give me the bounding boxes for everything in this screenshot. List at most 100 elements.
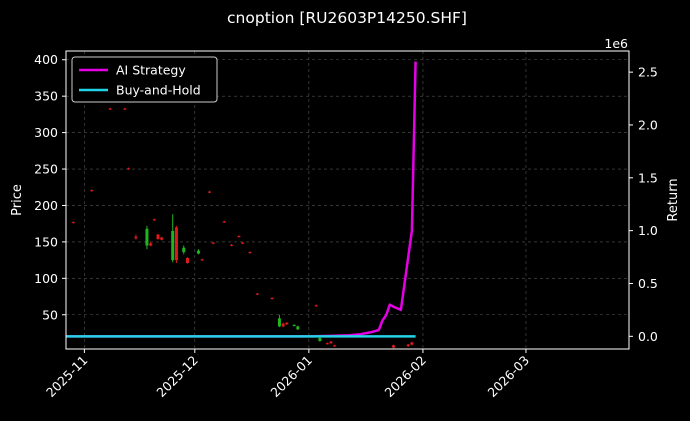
candle-body <box>90 190 94 192</box>
candle-body <box>200 259 204 261</box>
candle-body <box>410 342 414 345</box>
candle-body <box>171 230 175 261</box>
candle-body <box>391 345 395 348</box>
y2-tick-label: 0.5 <box>638 276 658 291</box>
candle <box>230 244 234 247</box>
candle <box>222 220 226 223</box>
candle-body <box>156 234 160 239</box>
candle <box>145 225 149 250</box>
candle-body <box>329 341 333 344</box>
candle <box>185 257 189 264</box>
candle <box>156 233 160 240</box>
candle <box>292 324 296 327</box>
candle-body <box>182 247 186 253</box>
y-tick-label: 150 <box>34 234 58 249</box>
candle-body <box>296 326 300 330</box>
legend-box <box>71 56 218 103</box>
candle <box>325 342 329 345</box>
candle-body <box>71 222 75 224</box>
candle-body <box>149 243 153 246</box>
candle-body <box>314 305 318 307</box>
candle <box>277 314 281 328</box>
candle <box>410 341 414 346</box>
candle-body <box>292 324 296 326</box>
candle <box>391 344 395 349</box>
legend-label-ai-strategy: AI Strategy <box>116 63 186 78</box>
candle-body <box>281 323 285 327</box>
candle <box>406 343 410 347</box>
y2-tick-label: 2.0 <box>638 117 658 132</box>
legend-label-buy-and-hold: Buy-and-Hold <box>116 83 201 98</box>
candle <box>90 189 94 192</box>
y2-tick-label: 1.0 <box>638 223 658 238</box>
y-axis-label: Price <box>10 184 25 216</box>
plot-frame <box>65 50 630 350</box>
candle-body <box>325 343 329 345</box>
candle <box>255 292 259 296</box>
candle-body <box>211 242 215 244</box>
candle-body <box>134 236 138 239</box>
y2-tick-label: 0.0 <box>638 329 658 344</box>
candle <box>152 218 156 221</box>
y2-tick-label: 1.5 <box>638 170 658 185</box>
candle <box>211 241 215 245</box>
candle-body <box>406 344 410 347</box>
candle <box>134 234 138 240</box>
candle-body <box>237 236 241 238</box>
candle <box>108 107 112 111</box>
candle-body <box>174 227 178 261</box>
candle <box>196 249 200 255</box>
candle <box>149 241 153 247</box>
candle-body <box>222 221 226 223</box>
candle-body <box>270 297 274 299</box>
y2-tick-label: 2.5 <box>638 65 658 80</box>
candle <box>160 236 164 241</box>
candle-body <box>145 228 149 246</box>
candle-body <box>285 322 289 325</box>
candle-body <box>318 338 322 341</box>
y-tick-label: 200 <box>34 198 58 213</box>
candle-body <box>185 257 189 264</box>
candle <box>241 241 245 245</box>
candle <box>200 258 204 261</box>
y2-axis-label: Return <box>666 178 681 221</box>
candle-body <box>196 250 200 254</box>
candle-body <box>152 219 156 221</box>
grid <box>66 51 629 349</box>
candle <box>296 325 300 331</box>
candle <box>237 235 241 238</box>
y-tick-label: 100 <box>34 271 58 286</box>
candle-body <box>108 108 112 110</box>
candle <box>333 344 337 347</box>
chart-title: cnoption [RU2603P14250.SHF] <box>227 9 467 27</box>
y-tick-label: 350 <box>34 89 58 104</box>
candle-body <box>333 345 337 347</box>
candle <box>123 107 127 111</box>
candle <box>281 322 285 328</box>
y2-offset-text: 1e6 <box>604 36 628 51</box>
candle-body <box>123 108 127 110</box>
candles <box>71 107 414 349</box>
candle <box>174 225 178 264</box>
y-tick-label: 50 <box>42 307 58 322</box>
candle-body <box>160 237 164 240</box>
candle-body <box>255 293 259 295</box>
candle <box>270 297 274 300</box>
candle <box>208 190 212 194</box>
candle-body <box>208 191 212 193</box>
candle <box>329 340 333 344</box>
candle <box>71 221 75 224</box>
y-tick-label: 300 <box>34 125 58 140</box>
series-lines <box>66 61 417 338</box>
candle <box>314 304 318 307</box>
candle <box>182 245 186 255</box>
candle <box>127 167 131 170</box>
candle <box>171 214 175 263</box>
candle <box>248 251 252 254</box>
candle-body <box>127 168 131 170</box>
candle-body <box>241 242 245 244</box>
y-tick-label: 250 <box>34 162 58 177</box>
candle-body <box>230 244 234 246</box>
candle <box>285 322 289 325</box>
